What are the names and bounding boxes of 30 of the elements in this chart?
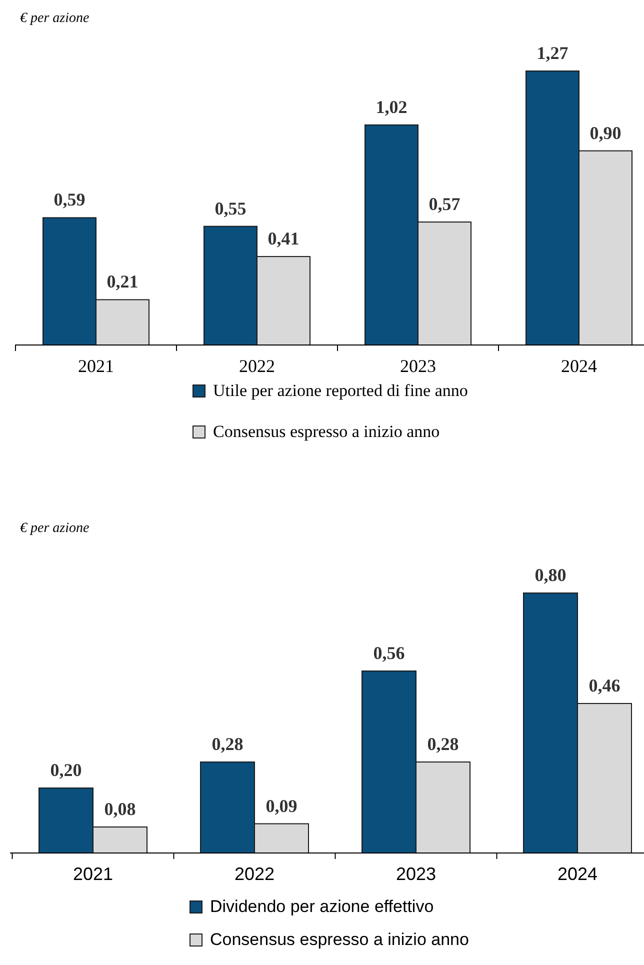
data-label: 1,02 — [376, 96, 408, 117]
y-axis-title: € per azione — [20, 11, 90, 26]
data-label: 1,27 — [536, 43, 568, 63]
data-label: 0,28 — [212, 734, 244, 754]
data-label: 0,08 — [104, 799, 136, 819]
x-tick-label: 2024 — [561, 356, 597, 376]
legend-label: Utile per azione reported di fine anno — [213, 381, 468, 400]
x-tick-label: 2023 — [396, 864, 436, 884]
legend-label: Consensus espresso a inizio anno — [210, 930, 469, 949]
y-axis-title: € per azione — [20, 521, 90, 536]
data-label: 0,57 — [428, 194, 460, 214]
x-tick-label: 2021 — [78, 356, 114, 376]
x-tick-label: 2023 — [400, 356, 436, 376]
legend-label: Dividendo per azione effettivo — [210, 897, 434, 916]
data-label: 0,55 — [214, 198, 246, 218]
data-label: 0,41 — [268, 228, 300, 249]
data-label: 0,20 — [50, 760, 82, 780]
data-label: 0,90 — [590, 122, 622, 143]
data-label: 0,28 — [427, 734, 459, 754]
x-tick-label: 2022 — [234, 864, 275, 884]
data-label: 0,80 — [534, 565, 566, 585]
data-label: 0,59 — [54, 190, 86, 210]
data-label: 0,21 — [106, 272, 138, 292]
x-tick-label: 2022 — [239, 356, 275, 376]
legend-label: Consensus espresso a inizio anno — [213, 422, 440, 441]
data-label: 0,46 — [588, 676, 620, 696]
x-tick-label: 2024 — [557, 864, 598, 884]
data-label: 0,56 — [373, 643, 405, 663]
data-label: 0,09 — [266, 796, 298, 816]
x-tick-label: 2021 — [72, 864, 114, 884]
